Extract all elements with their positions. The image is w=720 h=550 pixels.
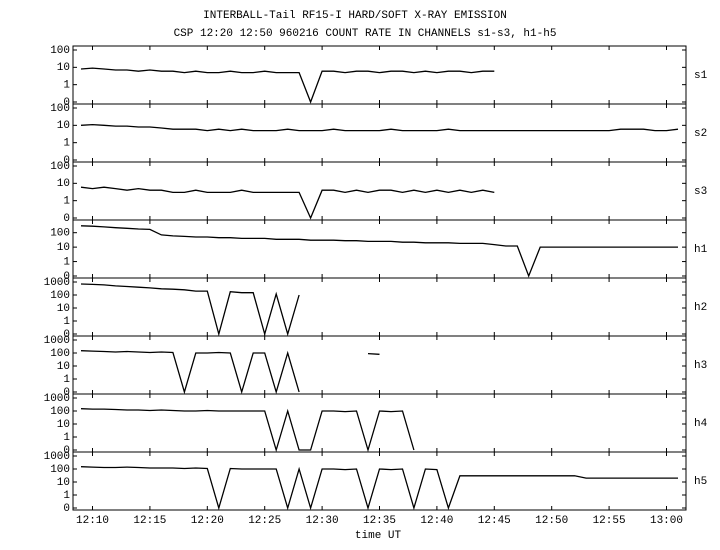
- y-tick-label: 100: [50, 464, 70, 476]
- series-name: s1: [694, 70, 708, 82]
- y-tick-label: 100: [50, 290, 70, 302]
- y-tick-label: 1: [63, 196, 70, 208]
- y-tick-label: 10: [57, 178, 70, 190]
- x-tick-label: 12:45: [478, 515, 511, 527]
- series-name: h4: [694, 418, 708, 430]
- y-tick-label: 100: [50, 161, 70, 173]
- y-tick-label: 0: [63, 155, 70, 167]
- series-line: [80, 186, 495, 220]
- y-tick-label: 10: [57, 361, 70, 373]
- series-name: h2: [694, 302, 707, 314]
- y-tick-label: 100: [50, 45, 70, 57]
- y-tick-label: 10: [57, 419, 70, 431]
- y-tick-label: 0: [63, 97, 70, 109]
- y-tick-label: 1000: [44, 393, 70, 405]
- y-tick-label: 100: [50, 406, 70, 418]
- x-tick-label: 12:35: [363, 515, 396, 527]
- y-tick-label: 0: [63, 271, 70, 283]
- x-tick-label: 12:10: [76, 515, 109, 527]
- y-tick-label: 0: [63, 445, 70, 457]
- series-name: h1: [694, 244, 708, 256]
- y-tick-label: 10: [57, 477, 70, 489]
- y-tick-label: 1: [63, 256, 70, 268]
- series-name: s2: [694, 128, 707, 140]
- y-tick-label: 1: [63, 80, 70, 92]
- series-line: [80, 466, 678, 511]
- x-tick-label: 12:15: [133, 515, 166, 527]
- x-tick-label: 12:40: [420, 515, 453, 527]
- y-tick-label: 0: [63, 329, 70, 341]
- y-tick-label: 100: [50, 103, 70, 115]
- series-line: [80, 225, 678, 278]
- y-tick-label: 100: [50, 228, 70, 240]
- y-tick-label: 0: [63, 387, 70, 399]
- series-name: h5: [694, 476, 707, 488]
- series-line: [80, 350, 380, 395]
- series-line: [80, 283, 300, 337]
- y-tick-label: 1: [63, 138, 70, 150]
- x-tick-label: 13:00: [650, 515, 683, 527]
- y-tick-label: 1: [63, 316, 70, 328]
- y-tick-label: 10: [57, 242, 70, 254]
- x-tick-label: 12:25: [248, 515, 281, 527]
- x-tick-label: 12:20: [191, 515, 224, 527]
- series-name: h3: [694, 360, 707, 372]
- y-tick-label: 1000: [44, 335, 70, 347]
- x-tick-label: 12:50: [535, 515, 568, 527]
- chart-subtitle: CSP 12:20 12:50 960216 COUNT RATE IN CHA…: [174, 28, 557, 40]
- y-tick-label: 0: [63, 213, 70, 225]
- y-tick-label: 10: [57, 62, 70, 74]
- y-tick-label: 10: [57, 303, 70, 315]
- series-line: [80, 408, 415, 453]
- y-tick-label: 1: [63, 374, 70, 386]
- y-tick-label: 100: [50, 348, 70, 360]
- x-axis-label: time UT: [355, 530, 402, 542]
- x-tick-label: 12:55: [593, 515, 626, 527]
- series-line: [80, 123, 679, 132]
- y-tick-label: 0: [63, 503, 70, 515]
- y-tick-label: 1000: [44, 277, 70, 289]
- series-name: s3: [694, 186, 707, 198]
- series-line: [80, 67, 495, 104]
- y-tick-label: 1: [63, 490, 70, 502]
- y-tick-label: 1: [63, 432, 70, 444]
- x-tick-label: 12:30: [306, 515, 339, 527]
- y-tick-label: 10: [57, 120, 70, 132]
- chart-title: INTERBALL-Tail RF15-I HARD/SOFT X-RAY EM…: [203, 10, 507, 22]
- y-tick-label: 1000: [44, 451, 70, 463]
